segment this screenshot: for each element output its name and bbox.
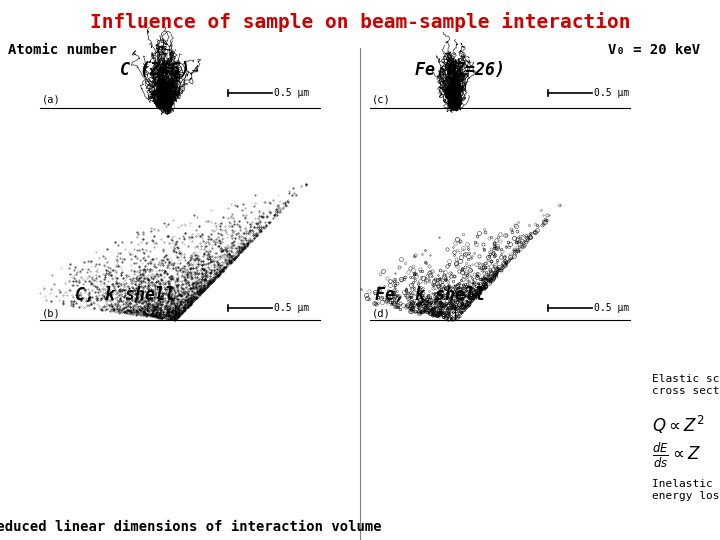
- Text: Fe, k shell: Fe, k shell: [375, 286, 485, 304]
- Text: 0.5 μm: 0.5 μm: [274, 88, 310, 98]
- Text: C, k shell: C, k shell: [75, 286, 175, 304]
- Text: (c): (c): [372, 95, 391, 105]
- Text: $\frac{dE}{ds} \propto Z$: $\frac{dE}{ds} \propto Z$: [652, 441, 701, 470]
- Text: Reduced linear dimensions of interaction volume: Reduced linear dimensions of interaction…: [0, 520, 382, 534]
- Text: C (Z=6): C (Z=6): [120, 61, 190, 79]
- Text: $Q \propto Z^2$: $Q \propto Z^2$: [652, 414, 704, 436]
- Text: Elastic scattering
cross section: Elastic scattering cross section: [652, 374, 720, 396]
- Text: V₀ = 20 keV: V₀ = 20 keV: [608, 43, 700, 57]
- Text: (a): (a): [42, 95, 60, 105]
- Text: (b): (b): [42, 308, 60, 318]
- Text: Atomic number: Atomic number: [8, 43, 117, 57]
- Text: 0.5 μm: 0.5 μm: [274, 303, 310, 313]
- Text: (d): (d): [372, 308, 391, 318]
- Text: Fe (Z=26): Fe (Z=26): [415, 61, 505, 79]
- Text: 0.5 μm: 0.5 μm: [594, 303, 629, 313]
- Text: 0.5 μm: 0.5 μm: [594, 88, 629, 98]
- Text: Influence of sample on beam-sample interaction: Influence of sample on beam-sample inter…: [90, 12, 630, 32]
- Text: Inelastic scattering
energy loss rate: Inelastic scattering energy loss rate: [652, 479, 720, 501]
